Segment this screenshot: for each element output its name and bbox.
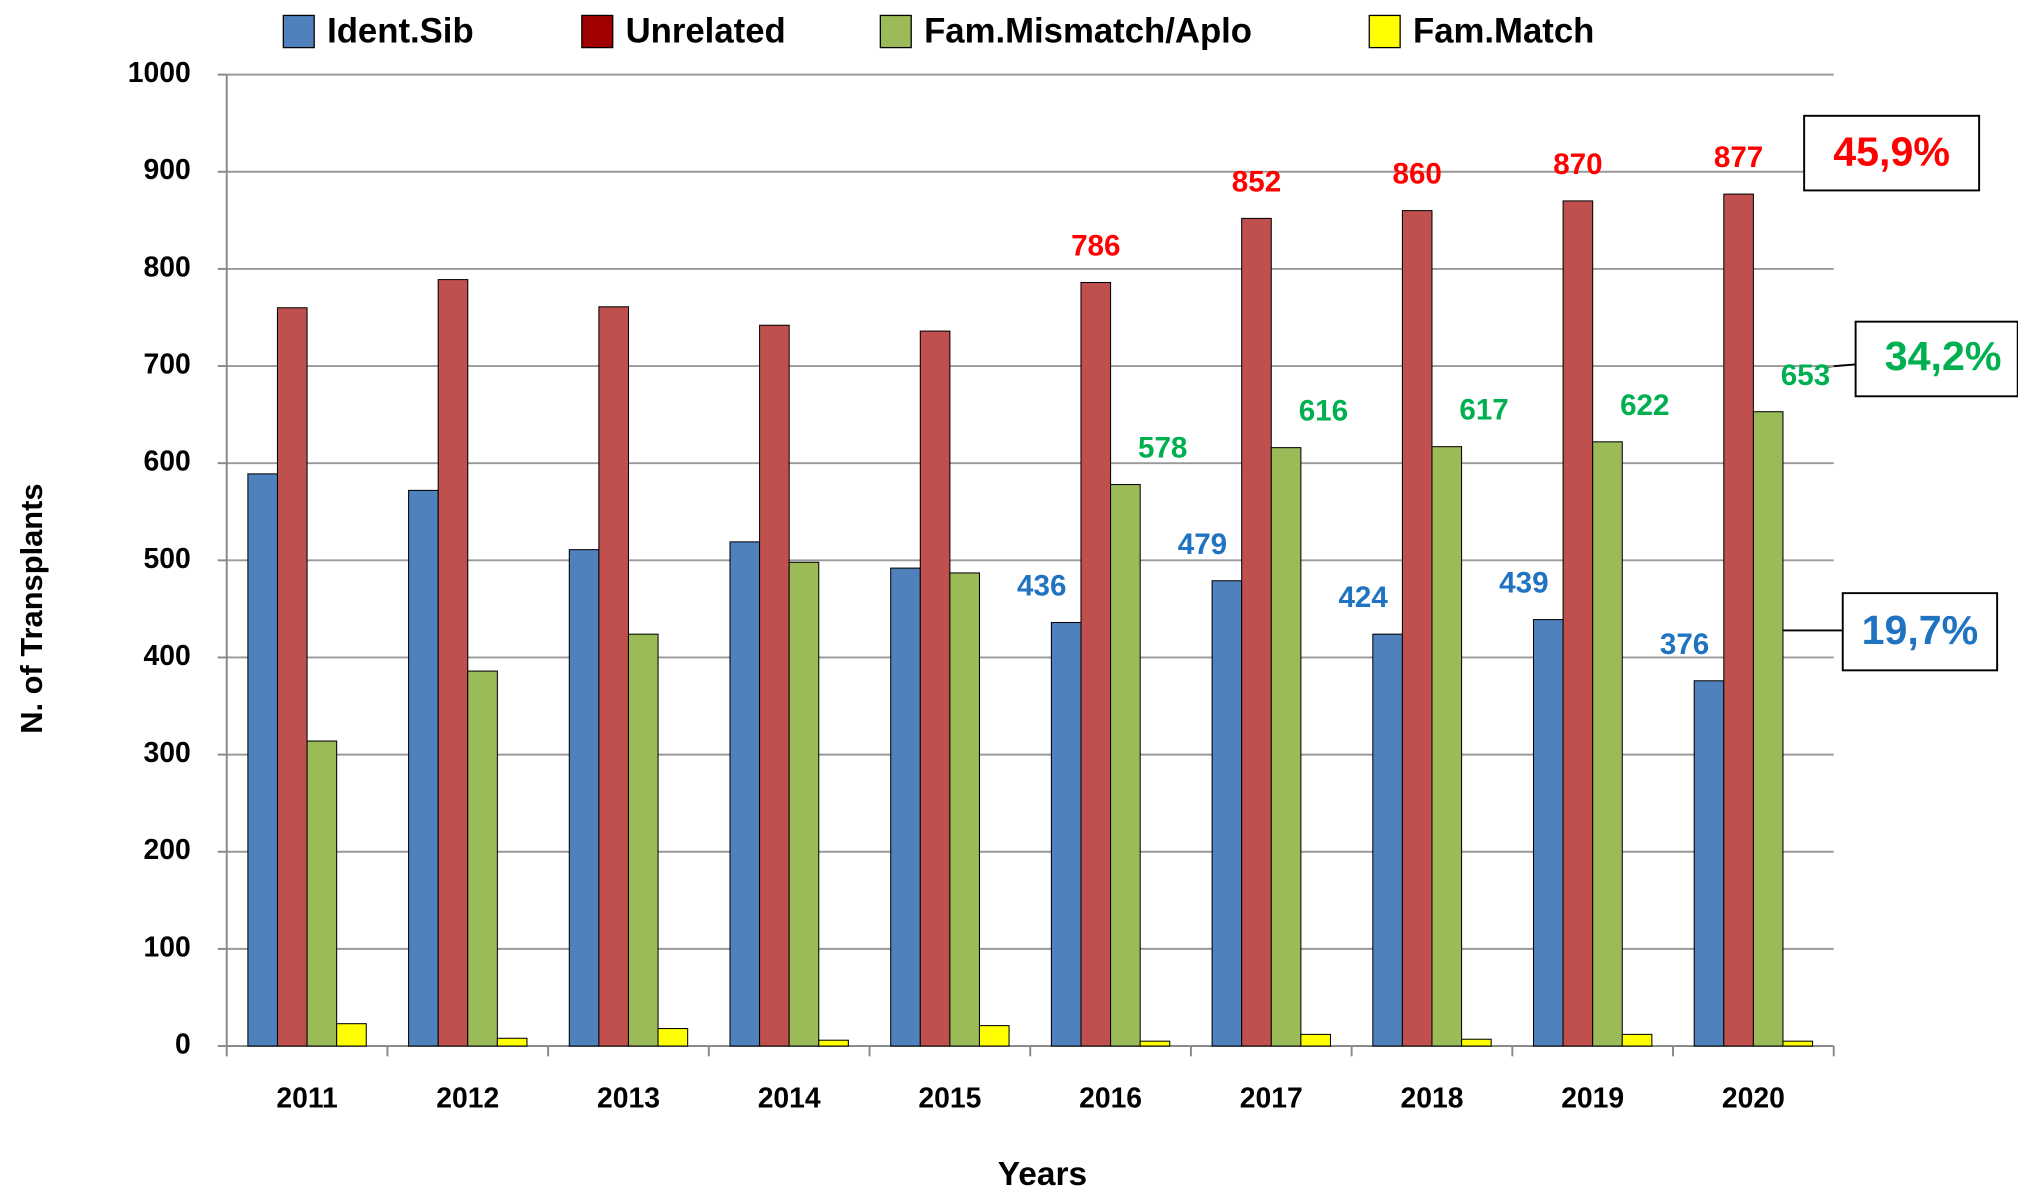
data-label: 616 <box>1299 395 1348 428</box>
data-label: 376 <box>1660 628 1709 661</box>
bar <box>1461 1038 1492 1047</box>
legend-label: Unrelated <box>626 13 786 51</box>
data-label: 479 <box>1178 528 1227 561</box>
legend-swatch <box>282 14 315 49</box>
bar <box>788 561 820 1047</box>
x-tick-label: 2014 <box>758 1082 821 1114</box>
bar <box>1372 633 1403 1047</box>
y-tick-label: 800 <box>143 250 190 282</box>
data-label: 870 <box>1553 148 1602 181</box>
y-tick-label: 700 <box>143 348 190 380</box>
x-tick-label: 2011 <box>276 1082 337 1114</box>
annotation: 19,7% <box>1862 607 1979 653</box>
bar <box>496 1037 528 1047</box>
y-tick-label: 500 <box>143 542 190 574</box>
bar <box>890 567 921 1047</box>
bar <box>598 306 629 1047</box>
bar <box>759 324 790 1047</box>
bar <box>978 1025 1010 1047</box>
legend-swatch <box>879 14 912 49</box>
bar <box>1211 580 1243 1047</box>
bar <box>437 279 469 1047</box>
legend-label: Fam.Match <box>1413 13 1594 51</box>
data-label: 622 <box>1620 389 1669 422</box>
bar <box>306 740 338 1047</box>
x-tick-label: 2012 <box>436 1082 499 1114</box>
x-tick-label: 2017 <box>1240 1082 1303 1114</box>
x-tick-label: 2019 <box>1561 1082 1624 1114</box>
bar <box>568 549 600 1047</box>
bar <box>818 1039 849 1047</box>
x-axis-title: Years <box>998 1156 1087 1193</box>
bar <box>1693 680 1725 1047</box>
data-label: 424 <box>1338 581 1388 614</box>
annotation-box <box>1803 114 1981 192</box>
bar <box>1562 200 1594 1047</box>
annotation-box <box>1841 592 1999 672</box>
bar <box>247 473 278 1047</box>
y-tick-label: 400 <box>143 639 190 671</box>
bar <box>1270 447 1302 1047</box>
bar <box>276 307 308 1047</box>
bar <box>919 330 951 1047</box>
data-label: 860 <box>1393 158 1442 191</box>
y-tick-label: 0 <box>175 1028 191 1060</box>
y-tick-label: 1000 <box>128 56 191 88</box>
bar <box>1621 1033 1653 1047</box>
bar <box>467 670 498 1047</box>
y-tick-label: 200 <box>143 833 190 865</box>
bar <box>1592 441 1623 1047</box>
annotation: 45,9% <box>1833 128 1950 174</box>
x-tick-label: 2018 <box>1401 1082 1464 1114</box>
legend-label: Ident.Sib <box>327 13 474 51</box>
bar <box>657 1028 689 1047</box>
bar <box>1752 411 1784 1047</box>
data-label: 877 <box>1714 141 1763 174</box>
bar <box>1110 484 1141 1047</box>
x-tick-label: 2013 <box>597 1082 660 1114</box>
x-tick-label: 2015 <box>918 1082 981 1114</box>
bar <box>1300 1033 1331 1047</box>
bar <box>1050 621 1082 1047</box>
data-label: 653 <box>1781 359 1830 392</box>
data-label: 578 <box>1138 432 1187 465</box>
x-tick-label: 2016 <box>1079 1082 1142 1114</box>
bar <box>1080 281 1112 1047</box>
bar <box>949 572 980 1047</box>
bar <box>1241 217 1272 1047</box>
legend-swatch <box>1368 14 1401 49</box>
legend-swatch <box>581 14 614 49</box>
x-tick-label: 2020 <box>1722 1082 1785 1114</box>
bar <box>1723 193 1754 1047</box>
legend-label: Fam.Mismatch/Aplo <box>924 13 1252 51</box>
data-label: 439 <box>1499 567 1548 600</box>
bar <box>1782 1040 1814 1047</box>
data-label: 786 <box>1071 230 1120 263</box>
bar <box>729 541 761 1047</box>
bar <box>1431 446 1463 1047</box>
bar <box>336 1023 367 1047</box>
bar <box>627 633 659 1047</box>
data-label: 617 <box>1459 394 1508 427</box>
data-label: 852 <box>1232 165 1281 198</box>
data-label: 436 <box>1017 570 1066 603</box>
y-axis-title: N. of Transplants <box>14 483 49 733</box>
bar <box>408 489 439 1047</box>
y-tick-label: 600 <box>143 445 190 477</box>
y-tick-label: 100 <box>143 930 190 962</box>
y-tick-label: 900 <box>143 153 190 185</box>
bar <box>1532 619 1564 1047</box>
annotation: 34,2% <box>1885 333 2002 379</box>
bar <box>1139 1040 1171 1047</box>
bar <box>1401 210 1433 1047</box>
y-tick-label: 300 <box>143 736 190 768</box>
